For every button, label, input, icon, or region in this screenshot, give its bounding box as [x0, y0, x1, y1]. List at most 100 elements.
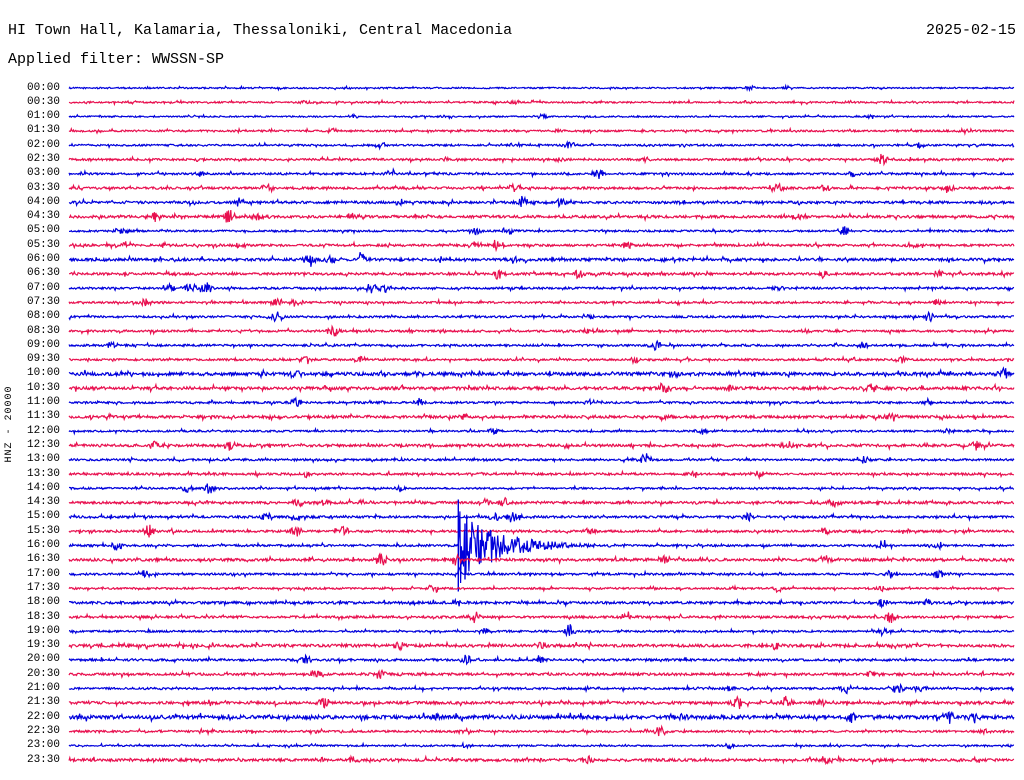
seismo-trace-row [68, 411, 1015, 423]
seismo-trace-row [68, 426, 1015, 436]
seismo-trace-row [68, 210, 1015, 223]
seismo-trace-row [68, 126, 1015, 136]
seismo-trace-row [68, 396, 1015, 408]
time-tick-label: 08:00 [26, 310, 60, 323]
seismo-trace-row [68, 239, 1015, 253]
time-tick-label: 12:30 [26, 438, 60, 451]
time-tick-label: 12:00 [26, 424, 60, 437]
time-tick-label: 19:00 [26, 624, 60, 637]
time-tick-label: 09:00 [26, 338, 60, 351]
seismo-trace-row [68, 382, 1015, 394]
seismo-trace-row [69, 268, 1015, 281]
seismo-trace-row [69, 597, 1015, 609]
time-tick-label: 05:30 [26, 238, 60, 251]
seismo-trace-row [68, 624, 1015, 638]
time-tick-label: 07:30 [26, 295, 60, 308]
time-tick-label: 08:30 [26, 324, 60, 337]
time-tick-label: 01:00 [26, 110, 60, 123]
seismo-trace-row [68, 611, 1015, 624]
seismo-trace-row [68, 83, 1015, 93]
seismo-trace-row [68, 496, 1015, 509]
seismo-trace-row [68, 440, 1015, 452]
time-tick-label: 16:30 [26, 553, 60, 566]
time-tick-label: 18:30 [26, 610, 60, 623]
seismo-trace-row [68, 552, 1015, 566]
seismo-trace-row [68, 710, 1015, 724]
time-tick-label: 01:30 [26, 124, 60, 137]
time-tick-label: 06:30 [26, 267, 60, 280]
seismo-trace-row [68, 724, 1015, 737]
time-tick-label: 22:30 [26, 724, 60, 737]
seismo-trace-row [68, 252, 1015, 267]
time-tick-label: 23:00 [26, 739, 60, 752]
seismo-trace-row [68, 310, 1014, 323]
station-title: HI Town Hall, Kalamaria, Thessaloniki, C… [8, 22, 513, 39]
time-tick-label: 20:00 [26, 653, 60, 666]
time-tick-label: 10:00 [26, 367, 60, 380]
time-tick-label: 02:00 [26, 138, 60, 151]
seismo-trace-row [68, 182, 1015, 194]
seismo-trace-row [68, 511, 1015, 523]
seismo-trace-row [68, 366, 1015, 380]
time-tick-label: 09:30 [26, 353, 60, 366]
seismo-trace-row [69, 226, 1015, 236]
seismo-trace-row [68, 754, 1015, 766]
time-tick-label: 13:00 [26, 453, 60, 466]
seismo-trace-row [68, 195, 1015, 209]
seismo-trace-row [69, 483, 1015, 494]
time-tick-label: 04:30 [26, 210, 60, 223]
time-tick-label: 23:30 [26, 753, 60, 766]
time-tick-label: 04:00 [26, 195, 60, 208]
time-tick-label: 21:30 [26, 696, 60, 709]
time-tick-label: 18:00 [26, 596, 60, 609]
time-tick-label: 11:30 [26, 410, 60, 423]
time-tick-label: 22:00 [26, 710, 60, 723]
time-tick-label: 19:30 [26, 639, 60, 652]
time-tick-label: 00:00 [26, 81, 60, 94]
seismo-trace-row [68, 640, 1015, 652]
seismo-trace-row [68, 139, 1015, 151]
time-tick-label: 14:00 [26, 481, 60, 494]
seismo-trace-row [68, 354, 1015, 366]
seismo-trace-row [68, 153, 1015, 167]
seismo-trace-row [68, 281, 1015, 294]
seismo-trace-row [68, 653, 1015, 666]
filter-label: Applied filter: WWSSN-SP [8, 51, 225, 68]
seismo-trace-row [68, 682, 1015, 695]
seismo-trace-row [68, 98, 1015, 107]
seismo-trace-row [68, 694, 1015, 710]
seismo-trace-row [68, 297, 1015, 308]
time-tick-label: 05:00 [26, 224, 60, 237]
time-tick-label: 11:00 [26, 396, 60, 409]
time-tick-label: 03:30 [26, 181, 60, 194]
time-tick-label: 15:00 [26, 510, 60, 523]
time-tick-label: 03:00 [26, 167, 60, 180]
seismo-trace-row [68, 324, 1015, 337]
seismo-trace-row [68, 740, 1015, 750]
time-tick-label: 06:00 [26, 253, 60, 266]
seismo-trace-row [68, 167, 1015, 179]
time-tick-label: 20:30 [26, 667, 60, 680]
seismo-trace-row [68, 524, 1015, 538]
time-tick-label: 02:30 [26, 152, 60, 165]
time-tick-label: 16:00 [26, 539, 60, 552]
time-tick-label: 17:30 [26, 581, 60, 594]
time-tick-label: 07:00 [26, 281, 60, 294]
seismo-trace-row [68, 583, 1015, 594]
time-tick-label: 17:00 [26, 567, 60, 580]
seismo-trace-row [68, 668, 1015, 680]
seismo-trace-row [68, 112, 1015, 121]
seismo-trace-row [68, 469, 1015, 481]
date-label: 2025-02-15 [925, 22, 1016, 39]
time-tick-label: 00:30 [26, 95, 60, 108]
time-tick-label: 21:00 [26, 682, 60, 694]
time-tick-label: 15:30 [26, 524, 60, 537]
seismo-trace-row [68, 511, 1015, 584]
seismo-trace-row [68, 453, 1015, 465]
seismo-trace-row [68, 566, 1015, 579]
time-tick-label: 10:30 [26, 381, 60, 394]
time-tick-label: 13:30 [26, 467, 60, 480]
time-tick-label: 14:30 [26, 496, 60, 509]
